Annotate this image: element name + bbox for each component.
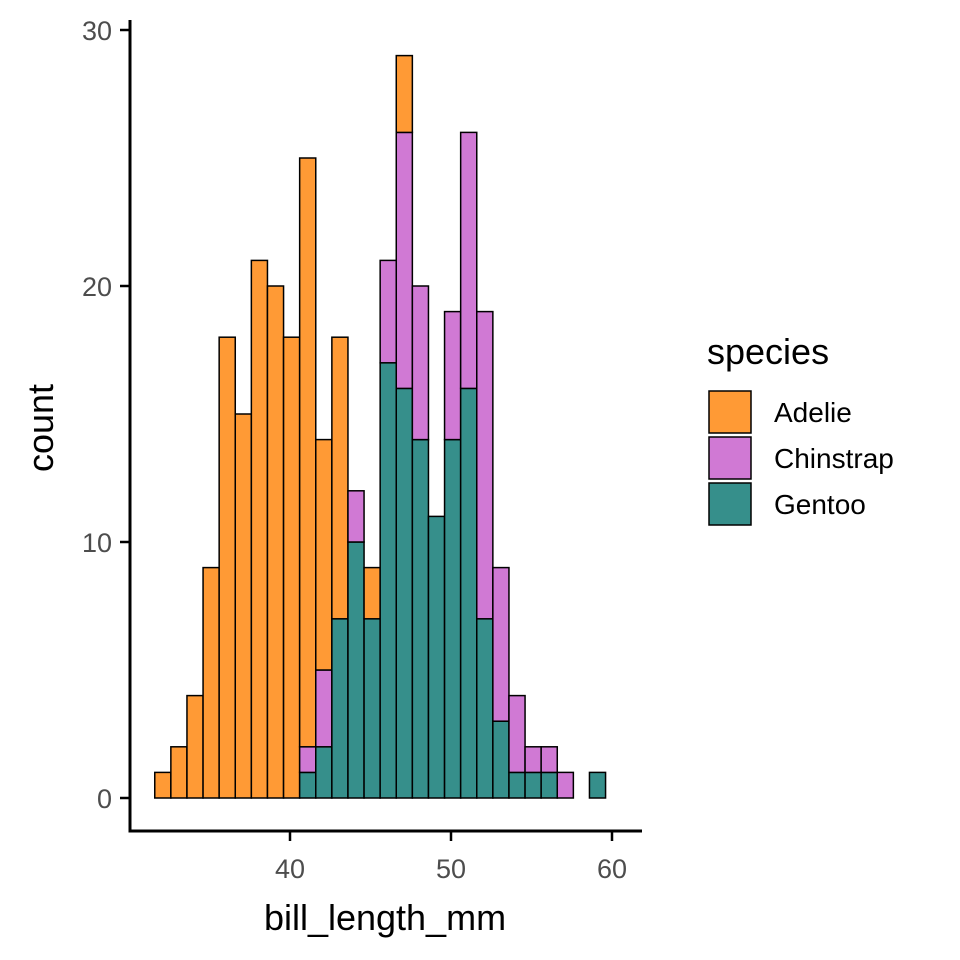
x-tick-label-60: 60 — [597, 854, 627, 884]
bar-adelie-10 — [315, 438, 333, 671]
legend-label-chinstrap: Chinstrap — [774, 443, 894, 474]
bar-adelie-15 — [395, 54, 414, 134]
bar-gentoo-20 — [476, 618, 494, 799]
bar-chinstrap-21 — [492, 566, 510, 722]
bar-gentoo-27 — [588, 771, 607, 799]
bar-adelie-9 — [298, 157, 317, 748]
y-tick-label-20: 20 — [82, 272, 112, 302]
ticks-group: 0 10 20 30 40 50 60 — [82, 16, 627, 884]
bar-gentoo-24 — [540, 771, 559, 799]
bar-adelie-2 — [186, 694, 204, 799]
bar-chinstrap-23 — [524, 746, 542, 774]
bar-chinstrap-15 — [395, 131, 414, 390]
bar-adelie-6 — [250, 259, 269, 799]
legend-label-adelie: Adelie — [774, 397, 852, 428]
bar-gentoo-14 — [379, 362, 398, 799]
bar-adelie-8 — [282, 336, 301, 799]
legend-swatch-adelie — [708, 390, 752, 434]
y-tick-label-30: 30 — [82, 16, 112, 46]
bar-adelie-13 — [363, 566, 381, 620]
bar-gentoo-9 — [298, 771, 317, 799]
x-tick-label-50: 50 — [436, 854, 466, 884]
legend-label-gentoo: Gentoo — [774, 489, 866, 520]
legend: species Adelie Chinstrap Gentoo — [707, 331, 894, 526]
y-axis-title: count — [20, 384, 61, 472]
bar-adelie-1 — [170, 746, 188, 799]
bar-gentoo-21 — [492, 720, 510, 799]
bar-chinstrap-12 — [347, 490, 365, 543]
bar-gentoo-23 — [524, 771, 542, 799]
bar-chinstrap-10 — [315, 669, 333, 748]
bar-adelie-7 — [266, 285, 285, 799]
axes-group — [128, 20, 642, 833]
bar-gentoo-17 — [427, 515, 446, 799]
bar-chinstrap-16 — [411, 285, 430, 441]
bar-gentoo-11 — [331, 618, 349, 799]
bar-adelie-0 — [154, 771, 172, 799]
bar-gentoo-22 — [508, 771, 526, 799]
bar-gentoo-13 — [363, 618, 381, 799]
legend-swatch-chinstrap — [708, 436, 752, 480]
bar-chinstrap-18 — [443, 310, 462, 441]
bar-gentoo-18 — [443, 438, 462, 799]
x-tick-label-40: 40 — [275, 854, 305, 884]
bar-gentoo-16 — [411, 438, 430, 799]
legend-title: species — [707, 331, 829, 372]
bar-chinstrap-19 — [459, 131, 478, 390]
bar-adelie-4 — [218, 336, 237, 799]
bar-chinstrap-24 — [540, 746, 559, 774]
bar-adelie-11 — [331, 336, 349, 620]
y-tick-label-0: 0 — [97, 784, 112, 814]
bar-chinstrap-20 — [476, 310, 494, 620]
y-tick-label-10: 10 — [82, 528, 112, 558]
bar-gentoo-15 — [395, 387, 414, 799]
bar-chinstrap-25 — [556, 771, 575, 799]
bars-group — [154, 54, 607, 799]
legend-swatch-gentoo — [708, 482, 752, 526]
bar-chinstrap-14 — [379, 259, 398, 364]
bar-gentoo-19 — [459, 387, 478, 799]
bar-adelie-5 — [234, 413, 253, 799]
bar-adelie-3 — [202, 566, 220, 799]
bar-gentoo-12 — [347, 541, 365, 799]
bar-chinstrap-22 — [508, 694, 526, 774]
bar-chinstrap-9 — [298, 746, 317, 774]
bar-gentoo-10 — [315, 746, 333, 799]
x-axis-title: bill_length_mm — [264, 897, 506, 938]
